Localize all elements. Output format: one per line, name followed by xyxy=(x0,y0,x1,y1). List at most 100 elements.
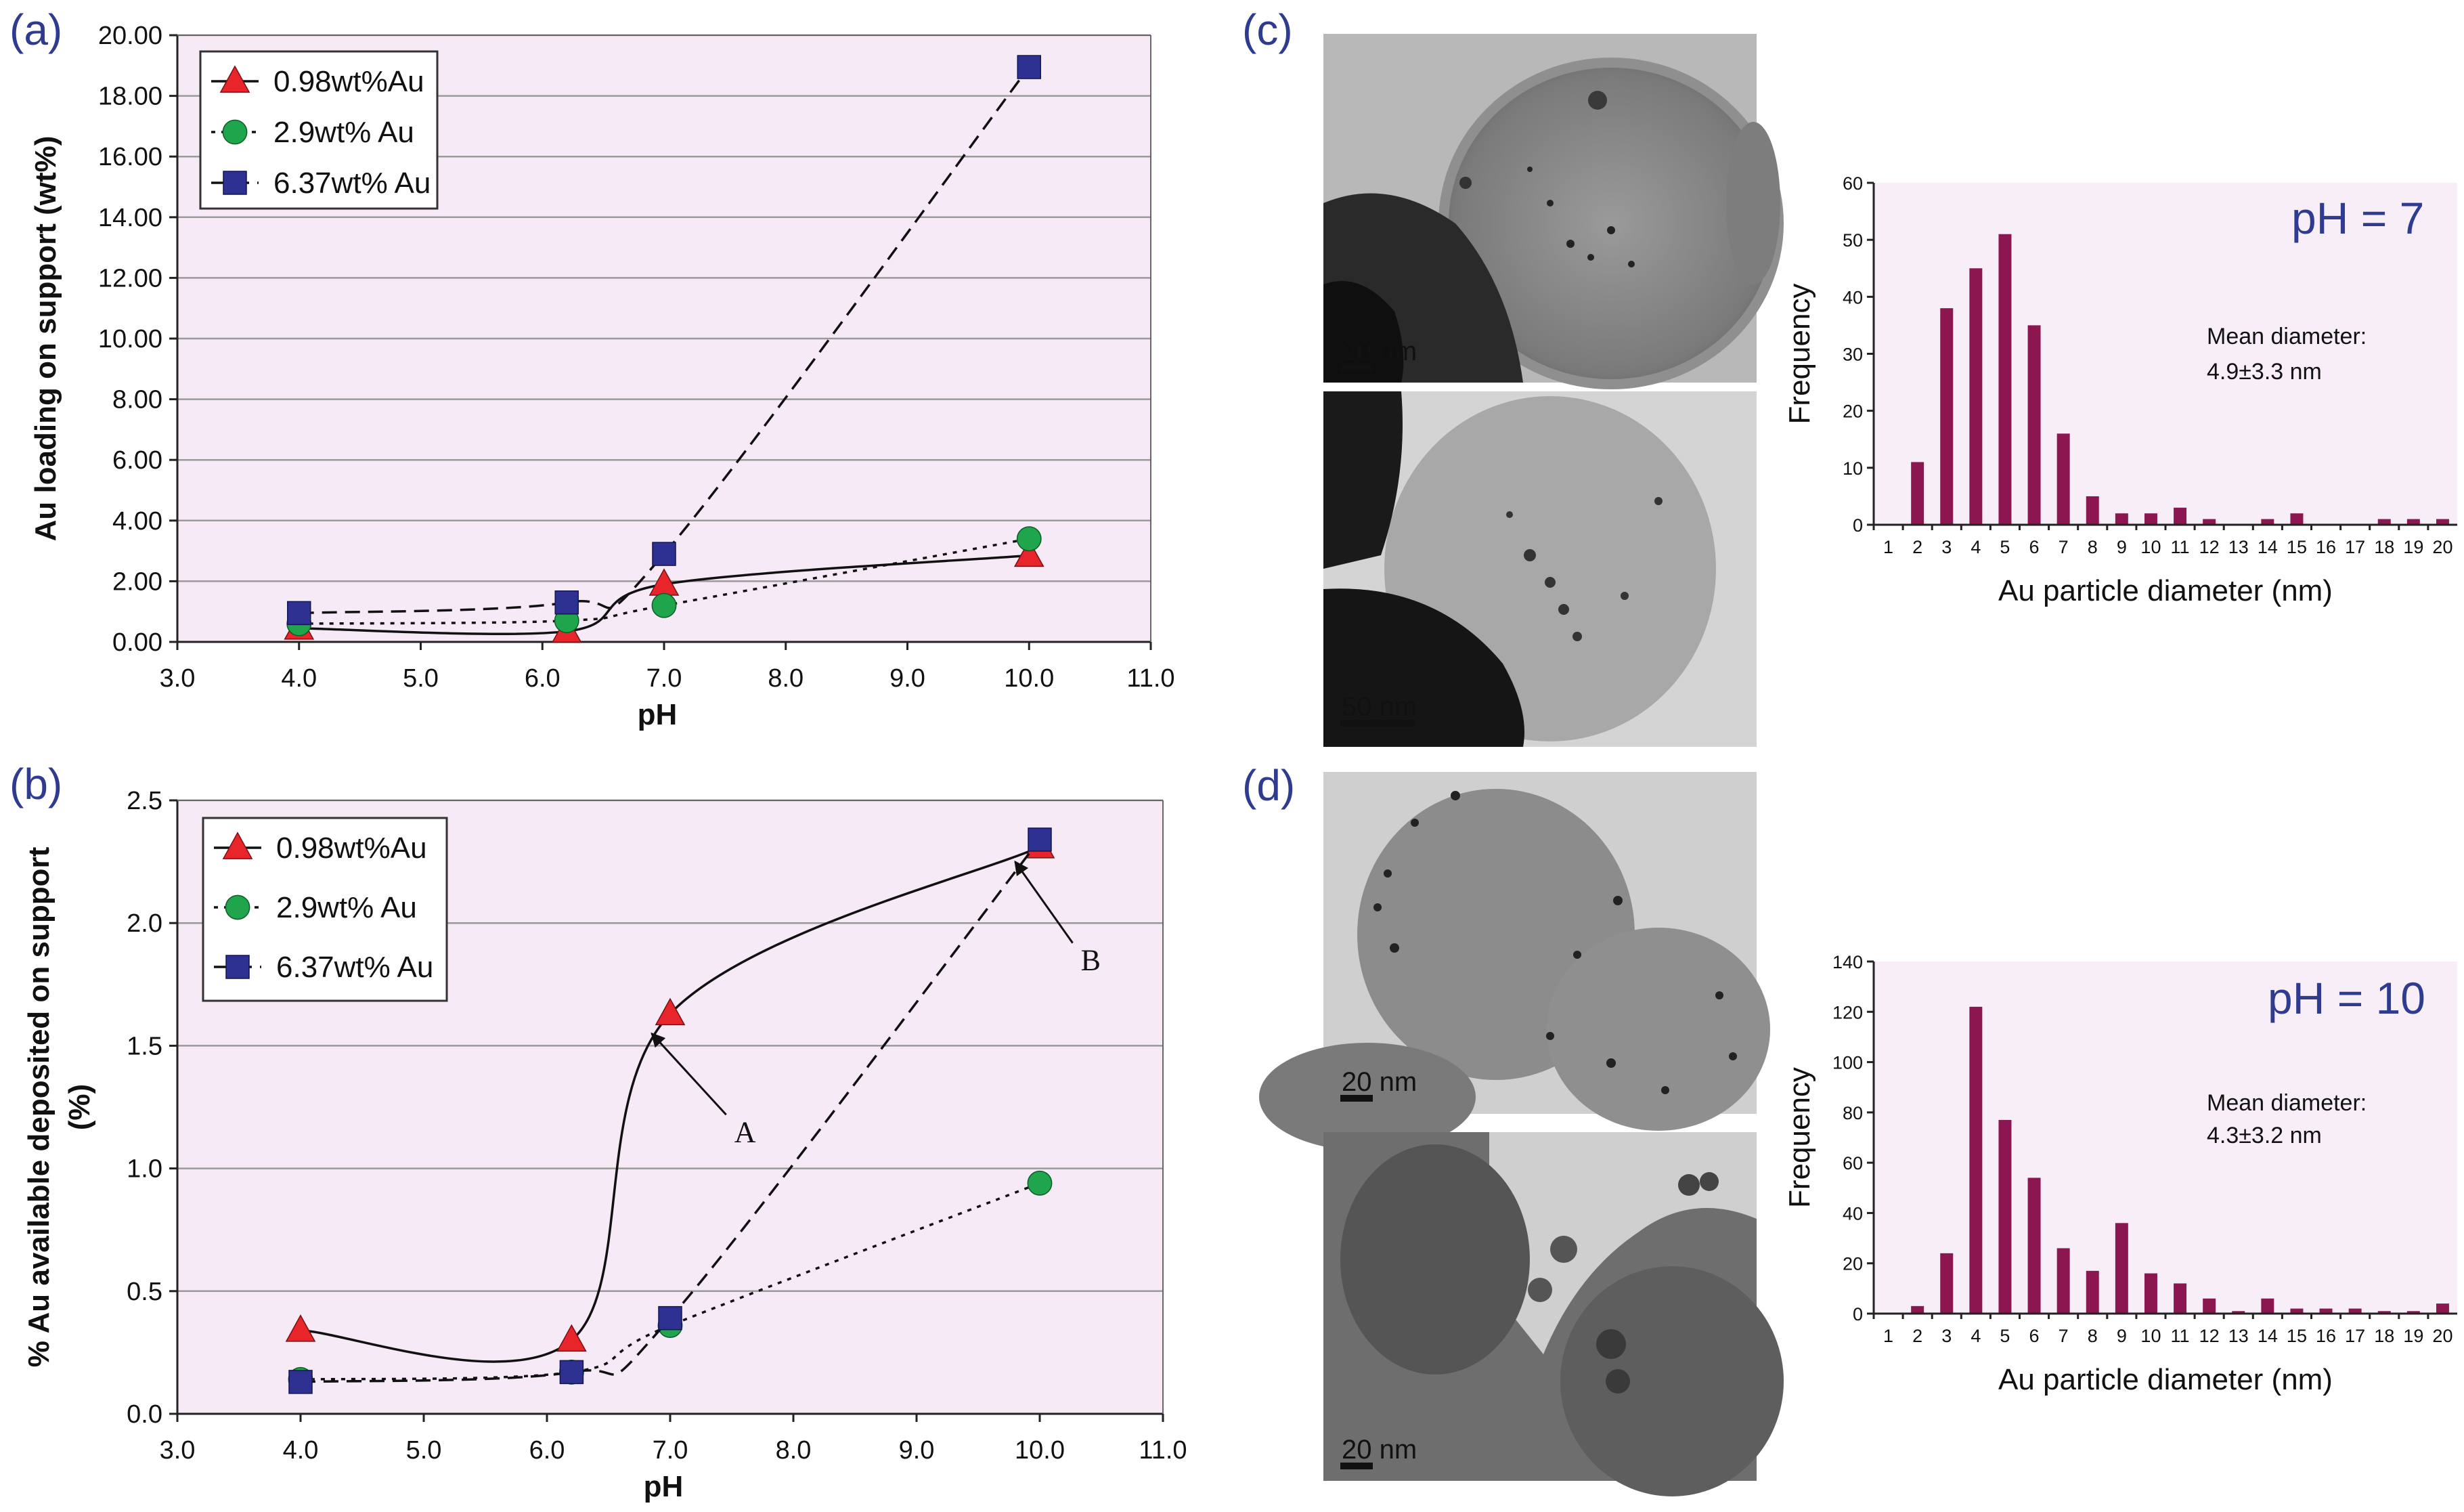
d-hist-xtick-label-7: 7 xyxy=(2059,1326,2069,1346)
a-xtick-label-4: 7.0 xyxy=(646,664,682,693)
d-hist-bar-4 xyxy=(1969,1006,1983,1314)
a-xtick-label-3: 6.0 xyxy=(525,664,560,693)
b-legend-label-2: 6.37wt% Au xyxy=(276,951,433,984)
c-hist-xtick-label-11: 11 xyxy=(2171,537,2190,557)
panel-b-series xyxy=(285,827,1055,1394)
c-hist-xtick-label-10: 10 xyxy=(2140,537,2161,557)
c-hist-xtick-label-1: 1 xyxy=(1883,537,1893,557)
b-ytick-label-4: 2.0 xyxy=(127,909,162,938)
a-ytick-label-6: 12.00 xyxy=(98,264,162,293)
histogram-d-mean-value: 4.3±3.2 nm xyxy=(2207,1123,2322,1148)
b-point-s0-0 xyxy=(285,1314,316,1342)
a-ytick-label-5: 10.00 xyxy=(98,325,162,353)
d-hist-xtick-label-12: 12 xyxy=(2199,1326,2220,1346)
b-xtick-label-8: 11.0 xyxy=(1139,1436,1187,1465)
a-point-s1-2 xyxy=(651,592,677,618)
a-point-s2-0 xyxy=(287,601,311,626)
a-ytick-label-0: 0.00 xyxy=(112,628,162,657)
c-hist-ytick-label-0: 0 xyxy=(1853,515,1863,536)
scale-bar-c-top-label: 20 nm xyxy=(1342,337,1417,366)
c-hist-bar-2 xyxy=(1911,462,1924,525)
c-hist-bar-11 xyxy=(2174,507,2187,525)
a-ytick-label-4: 8.00 xyxy=(112,386,162,414)
histogram-d-y-axis-title: Frequency xyxy=(1783,1067,1816,1208)
scale-bar-c-top xyxy=(1340,364,1373,371)
panel-a-chart: (a) 0.00 2.00 4.00 6.00 8.00 10.00 12.00 14.00 1… xyxy=(9,5,1175,731)
d-hist-bar-3 xyxy=(1940,1253,1954,1314)
c-hist-xtick-label-19: 19 xyxy=(2403,537,2423,557)
c-hist-xtick-label-15: 15 xyxy=(2287,537,2307,557)
d-hist-bar-8 xyxy=(2086,1270,2099,1314)
c-hist-bar-14 xyxy=(2261,519,2274,525)
d-hist-bar-17 xyxy=(2348,1308,2362,1314)
c-hist-ytick-label-5: 50 xyxy=(1843,230,1863,251)
panel-b-x-axis-title: pH xyxy=(644,1470,684,1503)
c-hist-bar-3 xyxy=(1940,308,1954,525)
histogram-c-x-axis-title: Au particle diameter (nm) xyxy=(1998,574,2333,607)
scale-bar-d-top-label: 20 nm xyxy=(1342,1067,1417,1097)
b-legend-marker-1 xyxy=(225,894,250,920)
panel-b-y-axis-title-line1: % Au available deposited on support xyxy=(22,846,56,1367)
annotation-arrow-A xyxy=(651,1032,727,1116)
a-legend-marker-2 xyxy=(223,171,247,195)
c-hist-bar-6 xyxy=(2027,325,2041,525)
b-point-s2-3 xyxy=(1028,827,1052,852)
a-xtick-label-1: 4.0 xyxy=(281,664,317,693)
a-xtick-label-0: 3.0 xyxy=(160,664,196,693)
a-legend-label-0: 0.98wt%Au xyxy=(273,65,424,98)
b-ytick-label-2: 1.0 xyxy=(127,1155,162,1184)
panel-b-legend: 0.98wt%Au 2.9wt% Au 6.37wt% Au xyxy=(202,817,448,1002)
histogram-c-y-axis-title: Frequency xyxy=(1783,284,1816,425)
b-point-s1-3 xyxy=(1027,1170,1053,1196)
c-hist-xtick-label-16: 16 xyxy=(2316,537,2336,557)
d-hist-bar-18 xyxy=(2377,1311,2391,1314)
micrograph-d-bottom xyxy=(1323,1132,1784,1496)
b-ytick-label-5: 2.5 xyxy=(127,787,162,815)
a-point-s2-3 xyxy=(1017,55,1041,79)
b-series-line-2 xyxy=(300,838,1041,1383)
d-hist-bar-12 xyxy=(2203,1298,2216,1314)
panel-a-label: (a) xyxy=(9,5,62,54)
a-point-s2-2 xyxy=(652,542,676,566)
c-hist-xtick-label-7: 7 xyxy=(2059,537,2069,557)
a-series-line-1 xyxy=(299,537,1030,625)
b-ytick-label-1: 0.5 xyxy=(127,1278,162,1306)
b-xtick-label-1: 4.0 xyxy=(283,1436,319,1465)
d-hist-xtick-label-6: 6 xyxy=(2029,1326,2040,1346)
d-hist-ytick-label-0: 0 xyxy=(1853,1304,1863,1324)
panel-c: (c) 20 nm xyxy=(1242,5,2457,747)
scale-bar-c-bottom xyxy=(1340,720,1415,727)
panel-b-chart: (b) 0.0 0.5 1.0 1.5 2.0 2.5 3.0 4.0 5.0 6.0 7.0 8.0… xyxy=(9,760,1187,1503)
c-hist-ytick-label-4: 40 xyxy=(1843,287,1863,307)
d-hist-bar-14 xyxy=(2261,1298,2274,1314)
d-hist-xtick-label-10: 10 xyxy=(2140,1326,2161,1346)
d-hist-ytick-label-4: 80 xyxy=(1843,1103,1863,1123)
d-hist-bar-2 xyxy=(1911,1305,1924,1314)
b-legend-label-0: 0.98wt%Au xyxy=(276,831,427,865)
a-xtick-label-2: 5.0 xyxy=(403,664,439,693)
panel-a-axes: 0.00 2.00 4.00 6.00 8.00 10.00 12.00 14.00 16.00… xyxy=(98,22,1175,693)
panel-a-series xyxy=(284,55,1044,643)
a-xtick-label-5: 8.0 xyxy=(768,664,804,693)
a-point-s1-3 xyxy=(1016,526,1042,552)
histogram-c-mean-value: 4.9±3.3 nm xyxy=(2207,359,2322,385)
b-point-s2-2 xyxy=(658,1305,682,1331)
a-ytick-label-1: 2.00 xyxy=(112,567,162,596)
c-hist-bar-10 xyxy=(2144,513,2157,525)
a-ytick-label-10: 20.00 xyxy=(98,22,162,50)
panel-c-label: (c) xyxy=(1242,5,1293,54)
d-hist-axes xyxy=(1872,962,2457,1315)
d-hist-xtick-label-3: 3 xyxy=(1941,1326,1952,1346)
c-hist-xtick-label-18: 18 xyxy=(2374,537,2394,557)
c-hist-bar-20 xyxy=(2436,519,2449,525)
panel-b-axes: 0.0 0.5 1.0 1.5 2.0 2.5 3.0 4.0 5.0 6.0 7.0 8.0 9.0 1… xyxy=(127,787,1187,1465)
d-hist-xtick-label-4: 4 xyxy=(1971,1326,1981,1346)
c-hist-xtick-label-3: 3 xyxy=(1941,537,1952,557)
d-hist-xtick-label-9: 9 xyxy=(2117,1326,2127,1346)
d-hist-ytick-label-5: 100 xyxy=(1832,1053,1863,1073)
d-hist-bar-15 xyxy=(2290,1308,2304,1314)
histogram-d-title: pH = 10 xyxy=(2268,973,2425,1023)
b-xtick-label-5: 8.0 xyxy=(776,1436,812,1465)
a-point-s2-1 xyxy=(554,590,579,615)
